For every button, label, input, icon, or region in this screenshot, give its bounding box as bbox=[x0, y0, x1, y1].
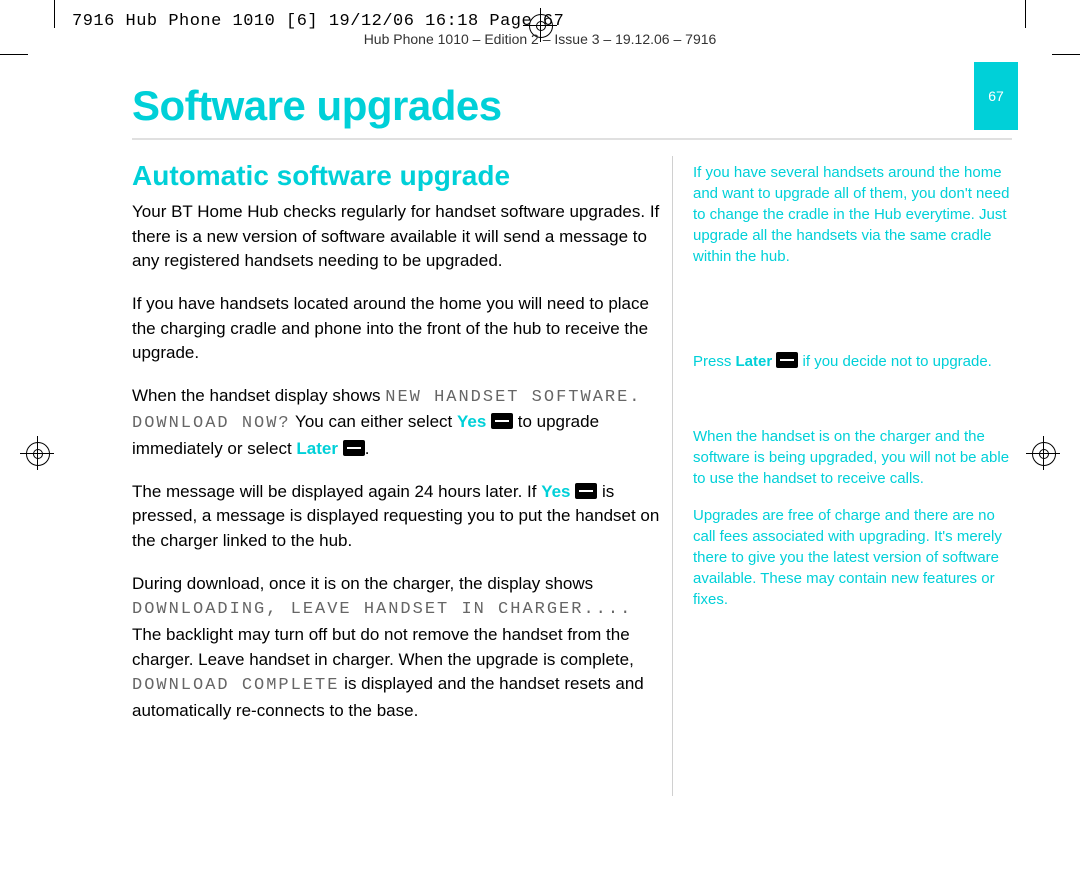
column-divider bbox=[672, 156, 673, 796]
registration-mark-icon bbox=[20, 436, 54, 470]
lcd-text: DOWNLOAD COMPLETE bbox=[132, 676, 339, 695]
page-title: Software upgrades bbox=[132, 82, 502, 130]
body-paragraph: When the handset display shows NEW HANDS… bbox=[132, 384, 662, 462]
softkey-icon bbox=[776, 352, 798, 368]
sidebar-note: If you have several handsets around the … bbox=[693, 162, 1019, 267]
body-column: Your BT Home Hub checks regularly for ha… bbox=[132, 200, 662, 742]
section-title: Automatic software upgrade bbox=[132, 160, 510, 192]
sidebar-column: If you have several handsets around the … bbox=[693, 162, 1019, 610]
body-paragraph: If you have handsets located around the … bbox=[132, 292, 662, 366]
softkey-icon bbox=[491, 413, 513, 429]
registration-mark-icon bbox=[1026, 436, 1060, 470]
sidebar-note: When the handset is on the charger and t… bbox=[693, 426, 1019, 489]
softkey-icon bbox=[343, 440, 365, 456]
body-paragraph: The message will be displayed again 24 h… bbox=[132, 480, 662, 554]
slug-line: 7916 Hub Phone 1010 [6] 19/12/06 16:18 P… bbox=[72, 12, 564, 31]
page-number-tab: 67 bbox=[974, 62, 1018, 130]
softkey-icon bbox=[575, 483, 597, 499]
lcd-text: DOWNLOADING, LEAVE HANDSET IN CHARGER...… bbox=[132, 600, 632, 619]
header-subline: Hub Phone 1010 – Edition 2 – Issue 3 – 1… bbox=[0, 31, 1080, 47]
body-paragraph: Your BT Home Hub checks regularly for ha… bbox=[132, 200, 662, 274]
body-paragraph: During download, once it is on the charg… bbox=[132, 572, 662, 724]
sidebar-note: Upgrades are free of charge and there ar… bbox=[693, 505, 1019, 610]
title-rule bbox=[132, 138, 1012, 140]
sidebar-note: Press Later if you decide not to upgrade… bbox=[693, 351, 1019, 372]
